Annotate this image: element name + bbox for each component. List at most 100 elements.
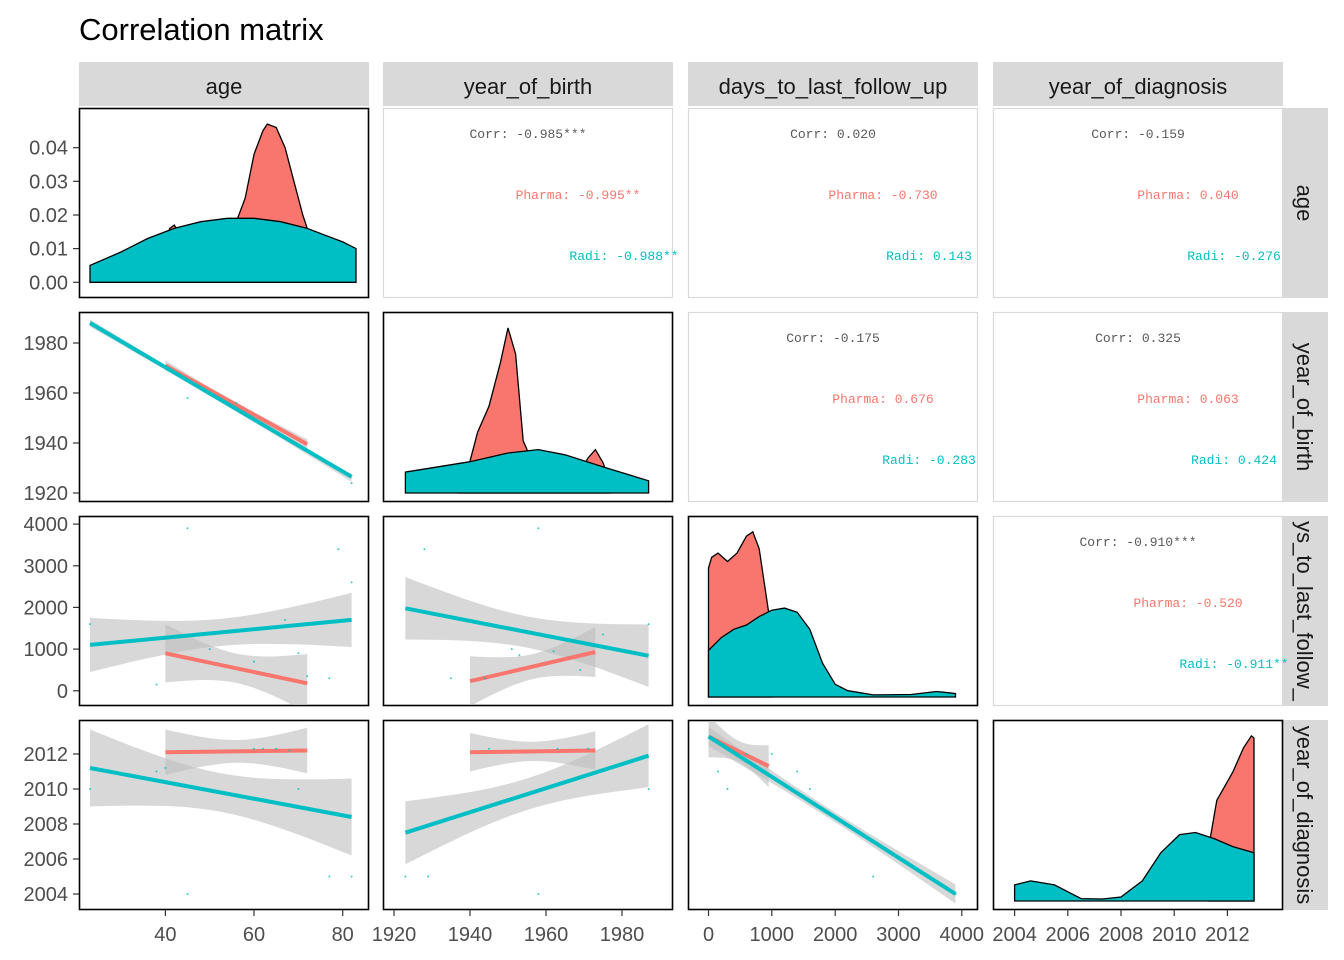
panel-frame-year-of-birth-year-of-diagnosis [992, 311, 1284, 503]
fit-line-days-to-last-follow-up-vs-age-radi [89, 617, 352, 647]
fit-line-days-to-last-follow-up-vs-age-pharma [164, 651, 308, 686]
fit-line-year-of-diagnosis-vs-age-pharma [165, 748, 308, 755]
corr-label-age-days-to-last-follow-up-pharma: Pharma: -0.730 [828, 188, 937, 203]
panel-frame-age-days-to-last-follow-up [687, 107, 979, 299]
y-tick-label-density-age: 0.03 [29, 171, 68, 193]
panel-frame-age-year-of-birth [382, 107, 674, 299]
point-year-of-diagnosis-vs-year-of-birth [586, 747, 589, 750]
point-days-to-last-follow-up-vs-age [186, 527, 189, 530]
panel-frame-year-of-birth-age [78, 311, 370, 503]
corr-label-age-year-of-birth-radi: Radi: -0.988** [569, 249, 678, 264]
point-days-to-last-follow-up-vs-year-of-birth [579, 668, 582, 671]
y-tick-label-density-age: 0.02 [29, 205, 68, 227]
point-year-of-diagnosis-vs-year-of-birth [537, 893, 540, 895]
point-year-of-diagnosis-vs-year-of-birth [647, 788, 650, 790]
point-days-to-last-follow-up-vs-age [350, 581, 353, 584]
x-tick-label-year-of-diagnosis: 2004 [992, 924, 1037, 946]
corr-label-age-year-of-diagnosis-overall: Corr: -0.159 [1091, 127, 1185, 142]
y-tick-label-density-age: 0.01 [29, 239, 68, 261]
point-days-to-last-follow-up-vs-year-of-birth [602, 633, 604, 636]
point-year-of-diagnosis-vs-age [164, 767, 167, 769]
point-year-of-diagnosis-vs-days-to-last-follow-up [717, 770, 719, 773]
strip-col-label-year-of-diagnosis: year_of_diagnosis [1049, 74, 1228, 99]
y-tick-label-year-of-diagnosis: 2004 [24, 884, 69, 906]
fit-line-year-of-diagnosis-vs-days-to-last-follow-up-radi [707, 734, 957, 896]
point-year-of-diagnosis-vs-age [89, 788, 91, 790]
strip-col-year-of-diagnosis [993, 62, 1283, 106]
corr-label-year-of-birth-year-of-diagnosis-radi: Radi: 0.424 [1191, 453, 1277, 468]
point-days-to-last-follow-up-vs-age [337, 548, 340, 551]
point-year-of-birth-vs-age [235, 402, 238, 404]
point-days-to-last-follow-up-vs-age [155, 683, 158, 686]
corr-label-year-of-birth-days-to-last-follow-up-pharma: Pharma: 0.676 [832, 392, 933, 407]
strip-row-days-to-last-follow-up [1283, 516, 1328, 706]
panel-frame-age-year-of-diagnosis [992, 107, 1284, 299]
x-tick-label-days-to-last-follow-up: 1000 [750, 924, 795, 946]
point-days-to-last-follow-up-vs-age [89, 623, 91, 626]
corr-label-age-year-of-diagnosis-pharma: Pharma: 0.040 [1137, 188, 1238, 203]
y-tick-label-year-of-diagnosis: 2010 [24, 779, 69, 801]
point-year-of-diagnosis-vs-days-to-last-follow-up [808, 788, 811, 790]
fit-line-days-to-last-follow-up-vs-year-of-birth-pharma [469, 650, 596, 684]
point-days-to-last-follow-up-vs-year-of-birth [552, 650, 555, 653]
fit-line-year-of-diagnosis-vs-year-of-birth-radi [404, 753, 650, 835]
x-tick-label-days-to-last-follow-up: 0 [703, 924, 714, 946]
y-tick-label-days-to-last-follow-up: 0 [57, 681, 68, 703]
corr-label-age-year-of-birth-overall: Corr: -0.985*** [469, 127, 586, 142]
strip-row-label-age: age [1292, 185, 1317, 222]
strip-row-year-of-diagnosis [1283, 720, 1328, 910]
strip-col-age [79, 62, 369, 106]
y-tick-label-days-to-last-follow-up: 1000 [24, 639, 69, 661]
panel-frame-days-to-last-follow-up-year-of-diagnosis [992, 515, 1284, 707]
row-strips: age year_of_birth ys_to_last_follow_ yea… [1283, 108, 1328, 910]
column-strips: age year_of_birth days_to_last_follow_up… [79, 62, 1283, 106]
point-days-to-last-follow-up-vs-year-of-birth [510, 648, 513, 651]
strip-row-label-year-of-birth: year_of_birth [1292, 343, 1317, 471]
x-tick-label-year-of-birth: 1960 [524, 924, 569, 946]
panels: Corr: -0.985*** Pharma: -0.995** Radi: -0.… [78, 107, 1289, 911]
corr-label-age-days-to-last-follow-up-overall: Corr: 0.020 [790, 127, 876, 142]
strip-row-label-year-of-diagnosis: year_of_diagnosis [1292, 726, 1317, 905]
point-year-of-diagnosis-vs-days-to-last-follow-up [954, 893, 957, 895]
point-days-to-last-follow-up-vs-age [328, 677, 331, 680]
point-year-of-diagnosis-vs-age [297, 788, 300, 790]
strip-row-age [1283, 108, 1328, 298]
y-tick-label-year-of-birth: 1940 [24, 433, 69, 455]
y-axes: 0.00 0.01 0.02 0.03 0.04 1920 1940 1960 1980 0 100… [24, 138, 79, 906]
strip-row-year-of-birth [1283, 312, 1328, 502]
x-tick-label-year-of-diagnosis: 2008 [1099, 924, 1144, 946]
y-tick-label-density-age: 0.04 [29, 138, 68, 160]
point-days-to-last-follow-up-vs-year-of-birth [647, 623, 650, 626]
point-days-to-last-follow-up-vs-year-of-birth [537, 527, 540, 530]
point-year-of-diagnosis-vs-age [261, 747, 264, 750]
strip-col-label-age: age [206, 74, 243, 99]
point-days-to-last-follow-up-vs-year-of-birth [484, 677, 487, 680]
point-year-of-diagnosis-vs-age [350, 875, 353, 878]
x-tick-label-days-to-last-follow-up: 2000 [813, 924, 858, 946]
x-axes: 40 60 80 1920 1940 1960 1980 0 1000 2000 3000 4000 2… [154, 910, 1250, 946]
strip-row-label-days-to-last-follow-up: ys_to_last_follow_ [1292, 521, 1317, 702]
point-year-of-diagnosis-vs-age [186, 893, 189, 895]
corr-label-age-year-of-birth-pharma: Pharma: -0.995** [516, 188, 641, 203]
point-days-to-last-follow-up-vs-age [297, 652, 300, 655]
corr-label-year-of-birth-year-of-diagnosis-overall: Corr: 0.325 [1095, 331, 1181, 346]
strip-col-year-of-birth [383, 62, 673, 106]
point-year-of-birth-vs-age [350, 482, 353, 484]
point-year-of-diagnosis-vs-days-to-last-follow-up [726, 788, 729, 790]
corr-label-days-to-last-follow-up-year-of-diagnosis-radi: Radi: -0.911** [1179, 657, 1288, 672]
point-year-of-diagnosis-vs-days-to-last-follow-up [770, 753, 773, 755]
point-year-of-diagnosis-vs-days-to-last-follow-up [796, 770, 799, 773]
point-year-of-diagnosis-vs-days-to-last-follow-up [745, 753, 748, 755]
x-tick-label-days-to-last-follow-up: 3000 [876, 924, 921, 946]
corr-label-year-of-birth-year-of-diagnosis-pharma: Pharma: 0.063 [1137, 392, 1238, 407]
chart-title: Correlation matrix [79, 12, 324, 47]
corr-label-year-of-birth-days-to-last-follow-up-radi: Radi: -0.283 [882, 453, 976, 468]
y-tick-label-year-of-diagnosis: 2006 [24, 849, 69, 871]
strip-col-label-year-of-birth: year_of_birth [464, 74, 592, 99]
point-year-of-diagnosis-vs-year-of-birth [488, 747, 490, 750]
point-days-to-last-follow-up-vs-year-of-birth [450, 677, 452, 680]
point-days-to-last-follow-up-vs-year-of-birth [423, 548, 426, 551]
x-tick-label-age: 80 [332, 924, 354, 946]
density-year-of-diagnosis-radi [1013, 831, 1255, 902]
